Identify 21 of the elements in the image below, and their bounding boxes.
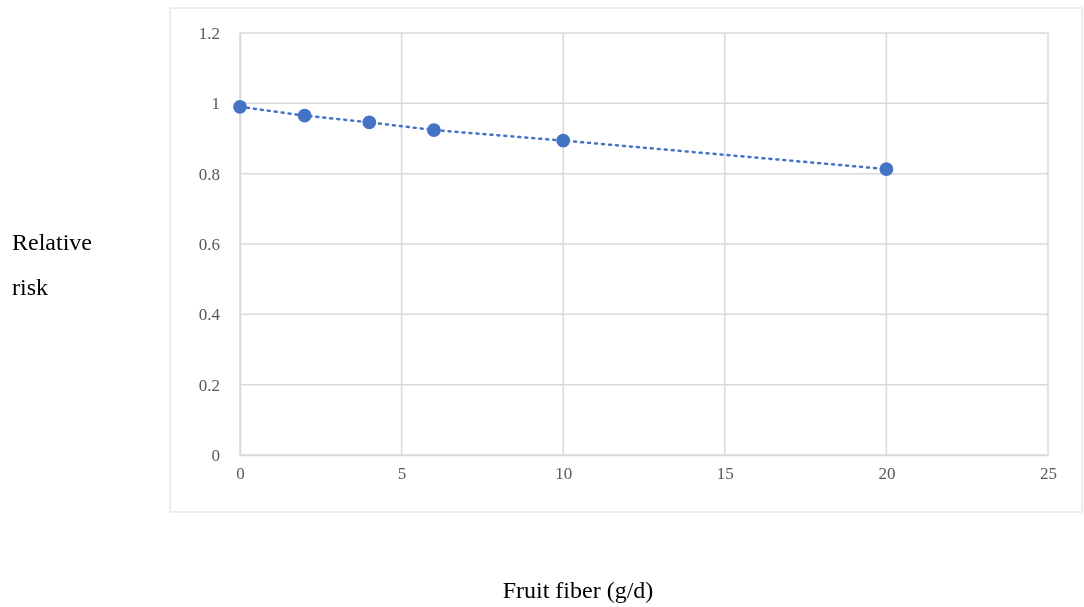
y-tick-label: 1.2 bbox=[198, 23, 220, 43]
point bbox=[879, 162, 894, 176]
point bbox=[427, 123, 441, 137]
y-tick-label: 0.2 bbox=[198, 375, 220, 395]
x-tick-label: 0 bbox=[236, 464, 245, 484]
point bbox=[556, 133, 571, 148]
y-tick-label: 0.6 bbox=[198, 234, 220, 254]
point bbox=[297, 108, 312, 123]
x-tick-label: 20 bbox=[878, 464, 896, 484]
x-tick-label: 10 bbox=[555, 464, 573, 484]
x-tick-label: 15 bbox=[716, 464, 734, 484]
x-tick-label: 25 bbox=[1040, 464, 1057, 484]
point bbox=[362, 115, 377, 130]
y-axis-title: Relative risk bbox=[12, 229, 92, 300]
y-tick-label: 0.8 bbox=[198, 164, 220, 184]
x-tick-label: 5 bbox=[397, 464, 407, 484]
y-tick-label: 0.4 bbox=[198, 305, 221, 325]
point bbox=[233, 99, 247, 114]
y-tick-label: 1 bbox=[211, 94, 220, 114]
x-axis-title: Fruit fiber (g/d) bbox=[502, 577, 654, 603]
y-tick-label: 0 bbox=[211, 445, 220, 465]
